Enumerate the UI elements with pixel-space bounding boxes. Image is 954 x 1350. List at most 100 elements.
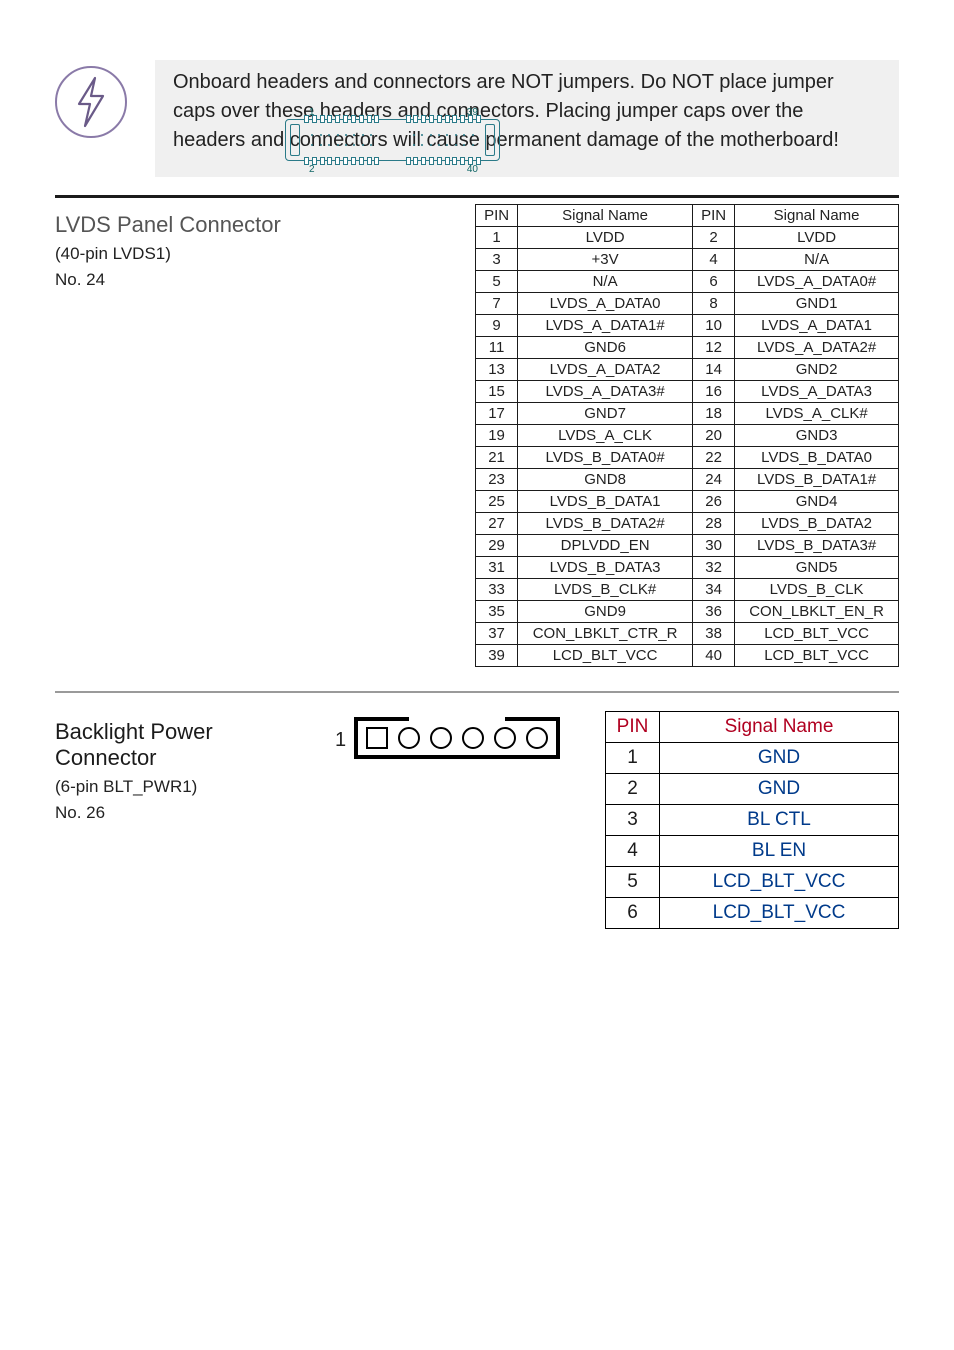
pin-cell: 6 xyxy=(606,898,660,929)
pin-cell: 10 xyxy=(693,315,735,337)
signal-cell: LVDS_B_DATA2# xyxy=(518,513,693,535)
lvds-connector-diagram: 1 39 2 40 xyxy=(285,119,500,161)
signal-cell: GND7 xyxy=(518,403,693,425)
signal-cell: GND1 xyxy=(735,293,899,315)
pin-cell: 13 xyxy=(476,359,518,381)
signal-cell: LVDS_B_DATA3# xyxy=(735,535,899,557)
col-pin: PIN xyxy=(476,205,518,227)
signal-cell: LVDS_B_DATA1 xyxy=(518,491,693,513)
pin-cell: 1 xyxy=(476,227,518,249)
signal-cell: BL CTL xyxy=(660,805,899,836)
signal-cell: LVDS_A_DATA2# xyxy=(735,337,899,359)
pin-cell: 14 xyxy=(693,359,735,381)
signal-cell: GND2 xyxy=(735,359,899,381)
col-signal: Signal Name xyxy=(518,205,693,227)
blt-title: Backlight Power Connector xyxy=(55,719,315,771)
table-row: 37CON_LBKLT_CTR_R38LCD_BLT_VCC xyxy=(476,623,899,645)
lvds-subtitle2: No. 24 xyxy=(55,270,475,290)
pin-cell: 7 xyxy=(476,293,518,315)
pin-cell: 2 xyxy=(693,227,735,249)
pin-cell: 11 xyxy=(476,337,518,359)
signal-cell: BL EN xyxy=(660,836,899,867)
signal-cell: CON_LBKLT_CTR_R xyxy=(518,623,693,645)
pin-cell: 16 xyxy=(693,381,735,403)
pin-cell: 35 xyxy=(476,601,518,623)
lightning-icon xyxy=(55,66,127,138)
warning-text: Onboard headers and connectors are NOT j… xyxy=(155,60,899,177)
signal-cell: LVDS_B_CLK# xyxy=(518,579,693,601)
table-row: 3+3V4N/A xyxy=(476,249,899,271)
signal-cell: N/A xyxy=(518,271,693,293)
signal-cell: LVDS_B_DATA1# xyxy=(735,469,899,491)
blt-subtitle1: (6-pin BLT_PWR1) xyxy=(55,777,315,797)
pin-shape xyxy=(398,727,420,749)
section-divider xyxy=(55,195,899,198)
pin-cell: 22 xyxy=(693,447,735,469)
signal-cell: GND xyxy=(660,743,899,774)
blt-connector-diagram: 1 xyxy=(335,721,560,759)
signal-cell: GND4 xyxy=(735,491,899,513)
pin-cell: 39 xyxy=(476,645,518,667)
pin-cell: 3 xyxy=(476,249,518,271)
table-row: 33LVDS_B_CLK#34LVDS_B_CLK xyxy=(476,579,899,601)
signal-cell: CON_LBKLT_EN_R xyxy=(735,601,899,623)
table-row: 17GND718LVDS_A_CLK# xyxy=(476,403,899,425)
pin-cell: 19 xyxy=(476,425,518,447)
pin-shape xyxy=(366,727,388,749)
table-row: 4BL EN xyxy=(606,836,899,867)
table-row: 29DPLVDD_EN30LVDS_B_DATA3# xyxy=(476,535,899,557)
signal-cell: LCD_BLT_VCC xyxy=(660,898,899,929)
table-row: 31LVDS_B_DATA332GND5 xyxy=(476,557,899,579)
pin-cell: 25 xyxy=(476,491,518,513)
table-row: 11GND612LVDS_A_DATA2# xyxy=(476,337,899,359)
signal-cell: N/A xyxy=(735,249,899,271)
signal-cell: GND5 xyxy=(735,557,899,579)
section-divider xyxy=(55,691,899,693)
pin-cell: 37 xyxy=(476,623,518,645)
lvds-pinout-table: PIN Signal Name PIN Signal Name 1LVDD2LV… xyxy=(475,204,899,667)
signal-cell: LVDS_A_CLK# xyxy=(735,403,899,425)
pin-cell: 31 xyxy=(476,557,518,579)
pin-cell: 9 xyxy=(476,315,518,337)
pin-cell: 36 xyxy=(693,601,735,623)
pin-cell: 33 xyxy=(476,579,518,601)
signal-cell: LVDS_A_DATA2 xyxy=(518,359,693,381)
pin-cell: 4 xyxy=(693,249,735,271)
pin-shape xyxy=(526,727,548,749)
signal-cell: LCD_BLT_VCC xyxy=(735,645,899,667)
table-row: 9LVDS_A_DATA1#10LVDS_A_DATA1 xyxy=(476,315,899,337)
signal-cell: LVDS_B_DATA0# xyxy=(518,447,693,469)
signal-cell: LVDS_A_DATA0 xyxy=(518,293,693,315)
signal-cell: LCD_BLT_VCC xyxy=(660,867,899,898)
table-row: 2GND xyxy=(606,774,899,805)
table-row: 6LCD_BLT_VCC xyxy=(606,898,899,929)
table-row: 5LCD_BLT_VCC xyxy=(606,867,899,898)
pin-cell: 21 xyxy=(476,447,518,469)
table-row: 1LVDD2LVDD xyxy=(476,227,899,249)
signal-cell: GND3 xyxy=(735,425,899,447)
pin-cell: 24 xyxy=(693,469,735,491)
signal-cell: LVDS_B_DATA2 xyxy=(735,513,899,535)
blt-subtitle2: No. 26 xyxy=(55,803,315,823)
signal-cell: GND xyxy=(660,774,899,805)
signal-cell: LVDD xyxy=(735,227,899,249)
signal-cell: LVDS_B_DATA3 xyxy=(518,557,693,579)
pin-shape xyxy=(494,727,516,749)
table-row: 13LVDS_A_DATA214GND2 xyxy=(476,359,899,381)
lvds-subtitle1: (40-pin LVDS1) xyxy=(55,244,475,264)
pin-cell: 17 xyxy=(476,403,518,425)
table-row: 3BL CTL xyxy=(606,805,899,836)
signal-cell: GND8 xyxy=(518,469,693,491)
col-signal: Signal Name xyxy=(660,712,899,743)
table-row: 39LCD_BLT_VCC40LCD_BLT_VCC xyxy=(476,645,899,667)
pin-cell: 40 xyxy=(693,645,735,667)
table-row: 35GND936CON_LBKLT_EN_R xyxy=(476,601,899,623)
signal-cell: LVDS_A_DATA1 xyxy=(735,315,899,337)
table-row: 21LVDS_B_DATA0#22LVDS_B_DATA0 xyxy=(476,447,899,469)
col-pin: PIN xyxy=(606,712,660,743)
pin-cell: 3 xyxy=(606,805,660,836)
pin-cell: 12 xyxy=(693,337,735,359)
pin-cell: 34 xyxy=(693,579,735,601)
pin-cell: 5 xyxy=(606,867,660,898)
lvds-section: LVDS Panel Connector (40-pin LVDS1) No. … xyxy=(55,204,899,667)
